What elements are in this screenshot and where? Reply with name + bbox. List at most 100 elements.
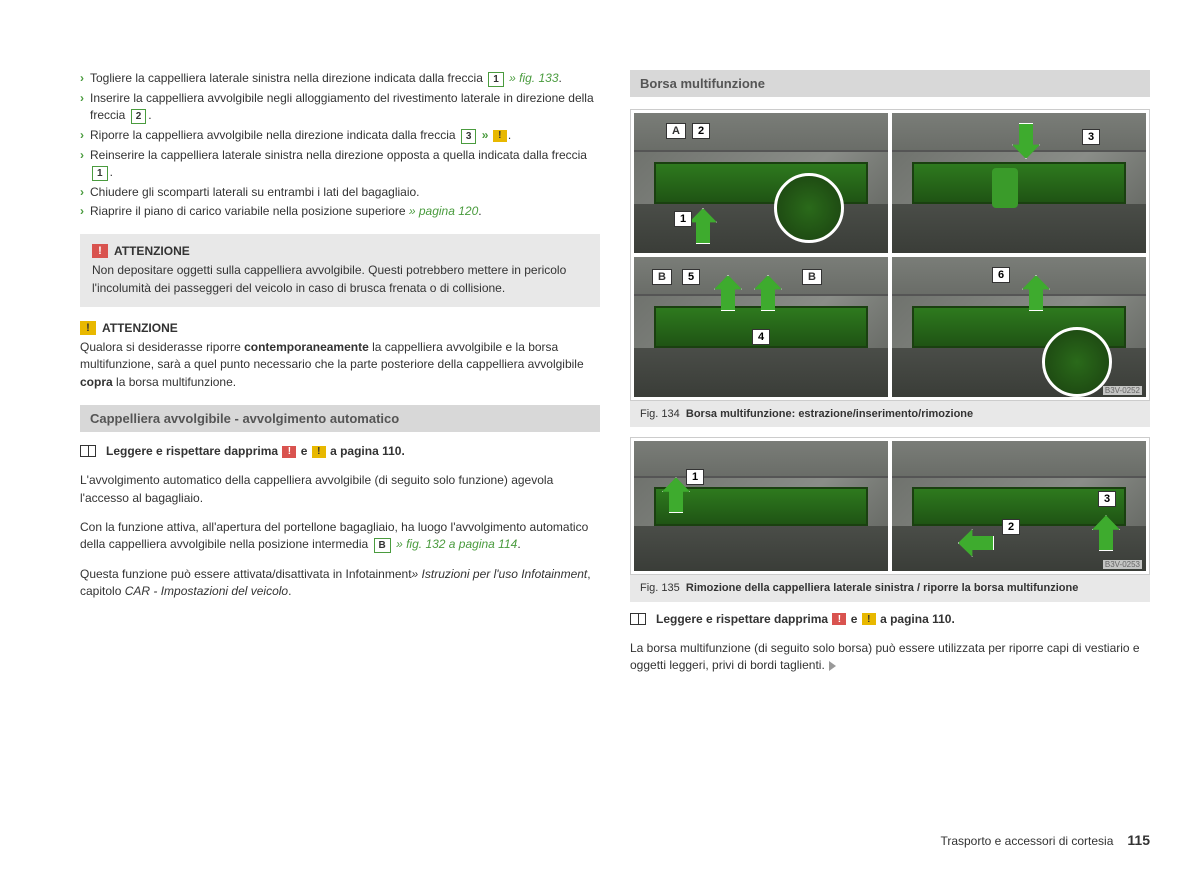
page-columns: › Togliere la cappelliera laterale sinis…: [80, 70, 1150, 686]
list-text: Riporre la cappelliera avvolgibile nella…: [90, 127, 600, 144]
list-item: › Chiudere gli scomparti laterali su ent…: [80, 184, 600, 201]
figure-caption: Fig. 135 Rimozione della cappelliera lat…: [630, 575, 1150, 601]
text: e: [297, 444, 310, 458]
callout-label: 5: [682, 269, 700, 285]
callout-label: A: [666, 123, 686, 139]
warning-icon: !: [92, 244, 108, 258]
paragraph: Con la funzione attiva, all'apertura del…: [80, 519, 600, 554]
figure-grid: 123B3V-0253: [630, 437, 1150, 575]
text: » Istruzioni per l'uso Infotainment: [412, 567, 588, 581]
text: a pagina 110.: [877, 612, 955, 626]
ref-box: 1: [92, 166, 108, 181]
ref-box: 1: [488, 72, 504, 87]
figure-text: Borsa multifunzione: estrazione/inserime…: [686, 408, 973, 420]
warning-icon: !: [80, 321, 96, 335]
text: La borsa multifunzione (di seguito solo …: [630, 641, 1140, 672]
list-item: › Riporre la cappelliera avvolgibile nel…: [80, 127, 600, 144]
read-first-notice: Leggere e rispettare dapprima ! e ! a pa…: [630, 612, 1150, 626]
list-text: Chiudere gli scomparti laterali su entra…: [90, 184, 600, 201]
page-ref: » pagina 120: [409, 204, 478, 218]
warning-icon: !: [282, 446, 296, 458]
page-footer: Trasporto e accessori di cortesia 115: [940, 832, 1150, 848]
figure-panel: 3: [892, 113, 1146, 253]
footer-section: Trasporto e accessori di cortesia: [940, 834, 1113, 848]
callout-label: 2: [1002, 519, 1020, 535]
attention-header: ! ATTENZIONE: [92, 244, 588, 258]
text: Questa funzione può essere attivata/disa…: [80, 567, 412, 581]
text: .: [110, 165, 113, 179]
text: Togliere la cappelliera laterale sinistr…: [90, 71, 486, 85]
callout-label: 3: [1098, 491, 1116, 507]
attention-text: Non depositare oggetti sulla cappelliera…: [92, 262, 588, 297]
text: .: [288, 584, 291, 598]
figure-135: 123B3V-0253 Fig. 135 Rimozione della cap…: [630, 437, 1150, 601]
figure-panel: 6 B3V-0252: [892, 257, 1146, 397]
figure-text: Rimozione della cappelliera laterale sin…: [686, 582, 1078, 594]
text: Riporre la cappelliera avvolgibile nella…: [90, 128, 459, 142]
chevron-icon: ›: [80, 127, 84, 144]
figure-number: Fig. 135: [640, 582, 680, 594]
attention-box-yellow: ! ATTENZIONE Qualora si desiderasse ripo…: [80, 321, 600, 391]
list-text: Reinserire la cappelliera laterale sinis…: [90, 147, 600, 181]
list-item: › Reinserire la cappelliera laterale sin…: [80, 147, 600, 181]
text: CAR - Impostazioni del veicolo: [125, 584, 288, 598]
text: .: [517, 537, 520, 551]
fig-ref: » fig. 132: [396, 537, 445, 551]
callout-label: 1: [674, 211, 692, 227]
figure-panel: 23B3V-0253: [892, 441, 1146, 571]
attention-box-red: ! ATTENZIONE Non depositare oggetti sull…: [80, 234, 600, 307]
chevron-icon: ›: [80, 203, 84, 220]
callout-label: 4: [752, 329, 770, 345]
attention-title: ATTENZIONE: [102, 321, 178, 335]
figure-caption: Fig. 134 Borsa multifunzione: estrazione…: [630, 401, 1150, 427]
image-code: B3V-0252: [1103, 386, 1142, 395]
right-column: Borsa multifunzione A213B5B46B3V-0252 Fi…: [630, 70, 1150, 686]
paragraph: Questa funzione può essere attivata/disa…: [80, 566, 600, 601]
text: Reinserire la cappelliera laterale sinis…: [90, 148, 587, 162]
page-ref: a pagina 114: [445, 537, 517, 551]
callout-label: 2: [692, 123, 710, 139]
chevron-icon: ›: [80, 70, 84, 87]
attention-text: Qualora si desiderasse riporre contempor…: [80, 339, 600, 391]
text: Qualora si desiderasse riporre: [80, 340, 244, 354]
warning-icon: !: [862, 613, 876, 625]
text: e: [847, 612, 860, 626]
callout-label: B: [652, 269, 672, 285]
callout-label: 6: [992, 267, 1010, 283]
chevron-icon: ›: [80, 184, 84, 201]
ref-box: 2: [131, 109, 147, 124]
text: Riaprire il piano di carico variabile ne…: [90, 204, 409, 218]
book-icon: [630, 613, 646, 625]
list-text: Togliere la cappelliera laterale sinistr…: [90, 70, 600, 87]
figure-134: A213B5B46B3V-0252 Fig. 134 Borsa multifu…: [630, 109, 1150, 427]
left-column: › Togliere la cappelliera laterale sinis…: [80, 70, 600, 686]
list-item: › Inserire la cappelliera avvolgibile ne…: [80, 90, 600, 124]
warning-icon: !: [312, 446, 326, 458]
section-header: Borsa multifunzione: [630, 70, 1150, 97]
figure-panel: 1: [634, 441, 888, 571]
fig-ref: » fig. 133: [509, 71, 558, 85]
paragraph: L'avvolgimento automatico della cappelli…: [80, 472, 600, 507]
ref-box: B: [374, 538, 391, 553]
callout-label: 3: [1082, 129, 1100, 145]
text: Leggere e rispettare dapprima: [106, 444, 281, 458]
warning-icon: !: [832, 613, 846, 625]
attention-title: ATTENZIONE: [114, 244, 190, 258]
list-text: Riaprire il piano di carico variabile ne…: [90, 203, 600, 220]
text: .: [478, 204, 481, 218]
text: a pagina 110.: [327, 444, 405, 458]
text: .: [148, 108, 151, 122]
text: contemporaneamente: [244, 340, 369, 354]
page-number: 115: [1127, 832, 1150, 848]
read-first-text: Leggere e rispettare dapprima ! e ! a pa…: [106, 444, 405, 458]
read-first-notice: Leggere e rispettare dapprima ! e ! a pa…: [80, 444, 600, 458]
continue-icon: [829, 661, 836, 671]
text: copra: [80, 375, 113, 389]
callout-label: B: [802, 269, 822, 285]
text: .: [559, 71, 562, 85]
attention-header: ! ATTENZIONE: [80, 321, 600, 335]
list-text: Inserire la cappelliera avvolgibile negl…: [90, 90, 600, 124]
warning-icon: !: [493, 130, 507, 142]
figure-panel: A2 1: [634, 113, 888, 253]
section-header: Cappelliera avvolgibile - avvolgimento a…: [80, 405, 600, 432]
